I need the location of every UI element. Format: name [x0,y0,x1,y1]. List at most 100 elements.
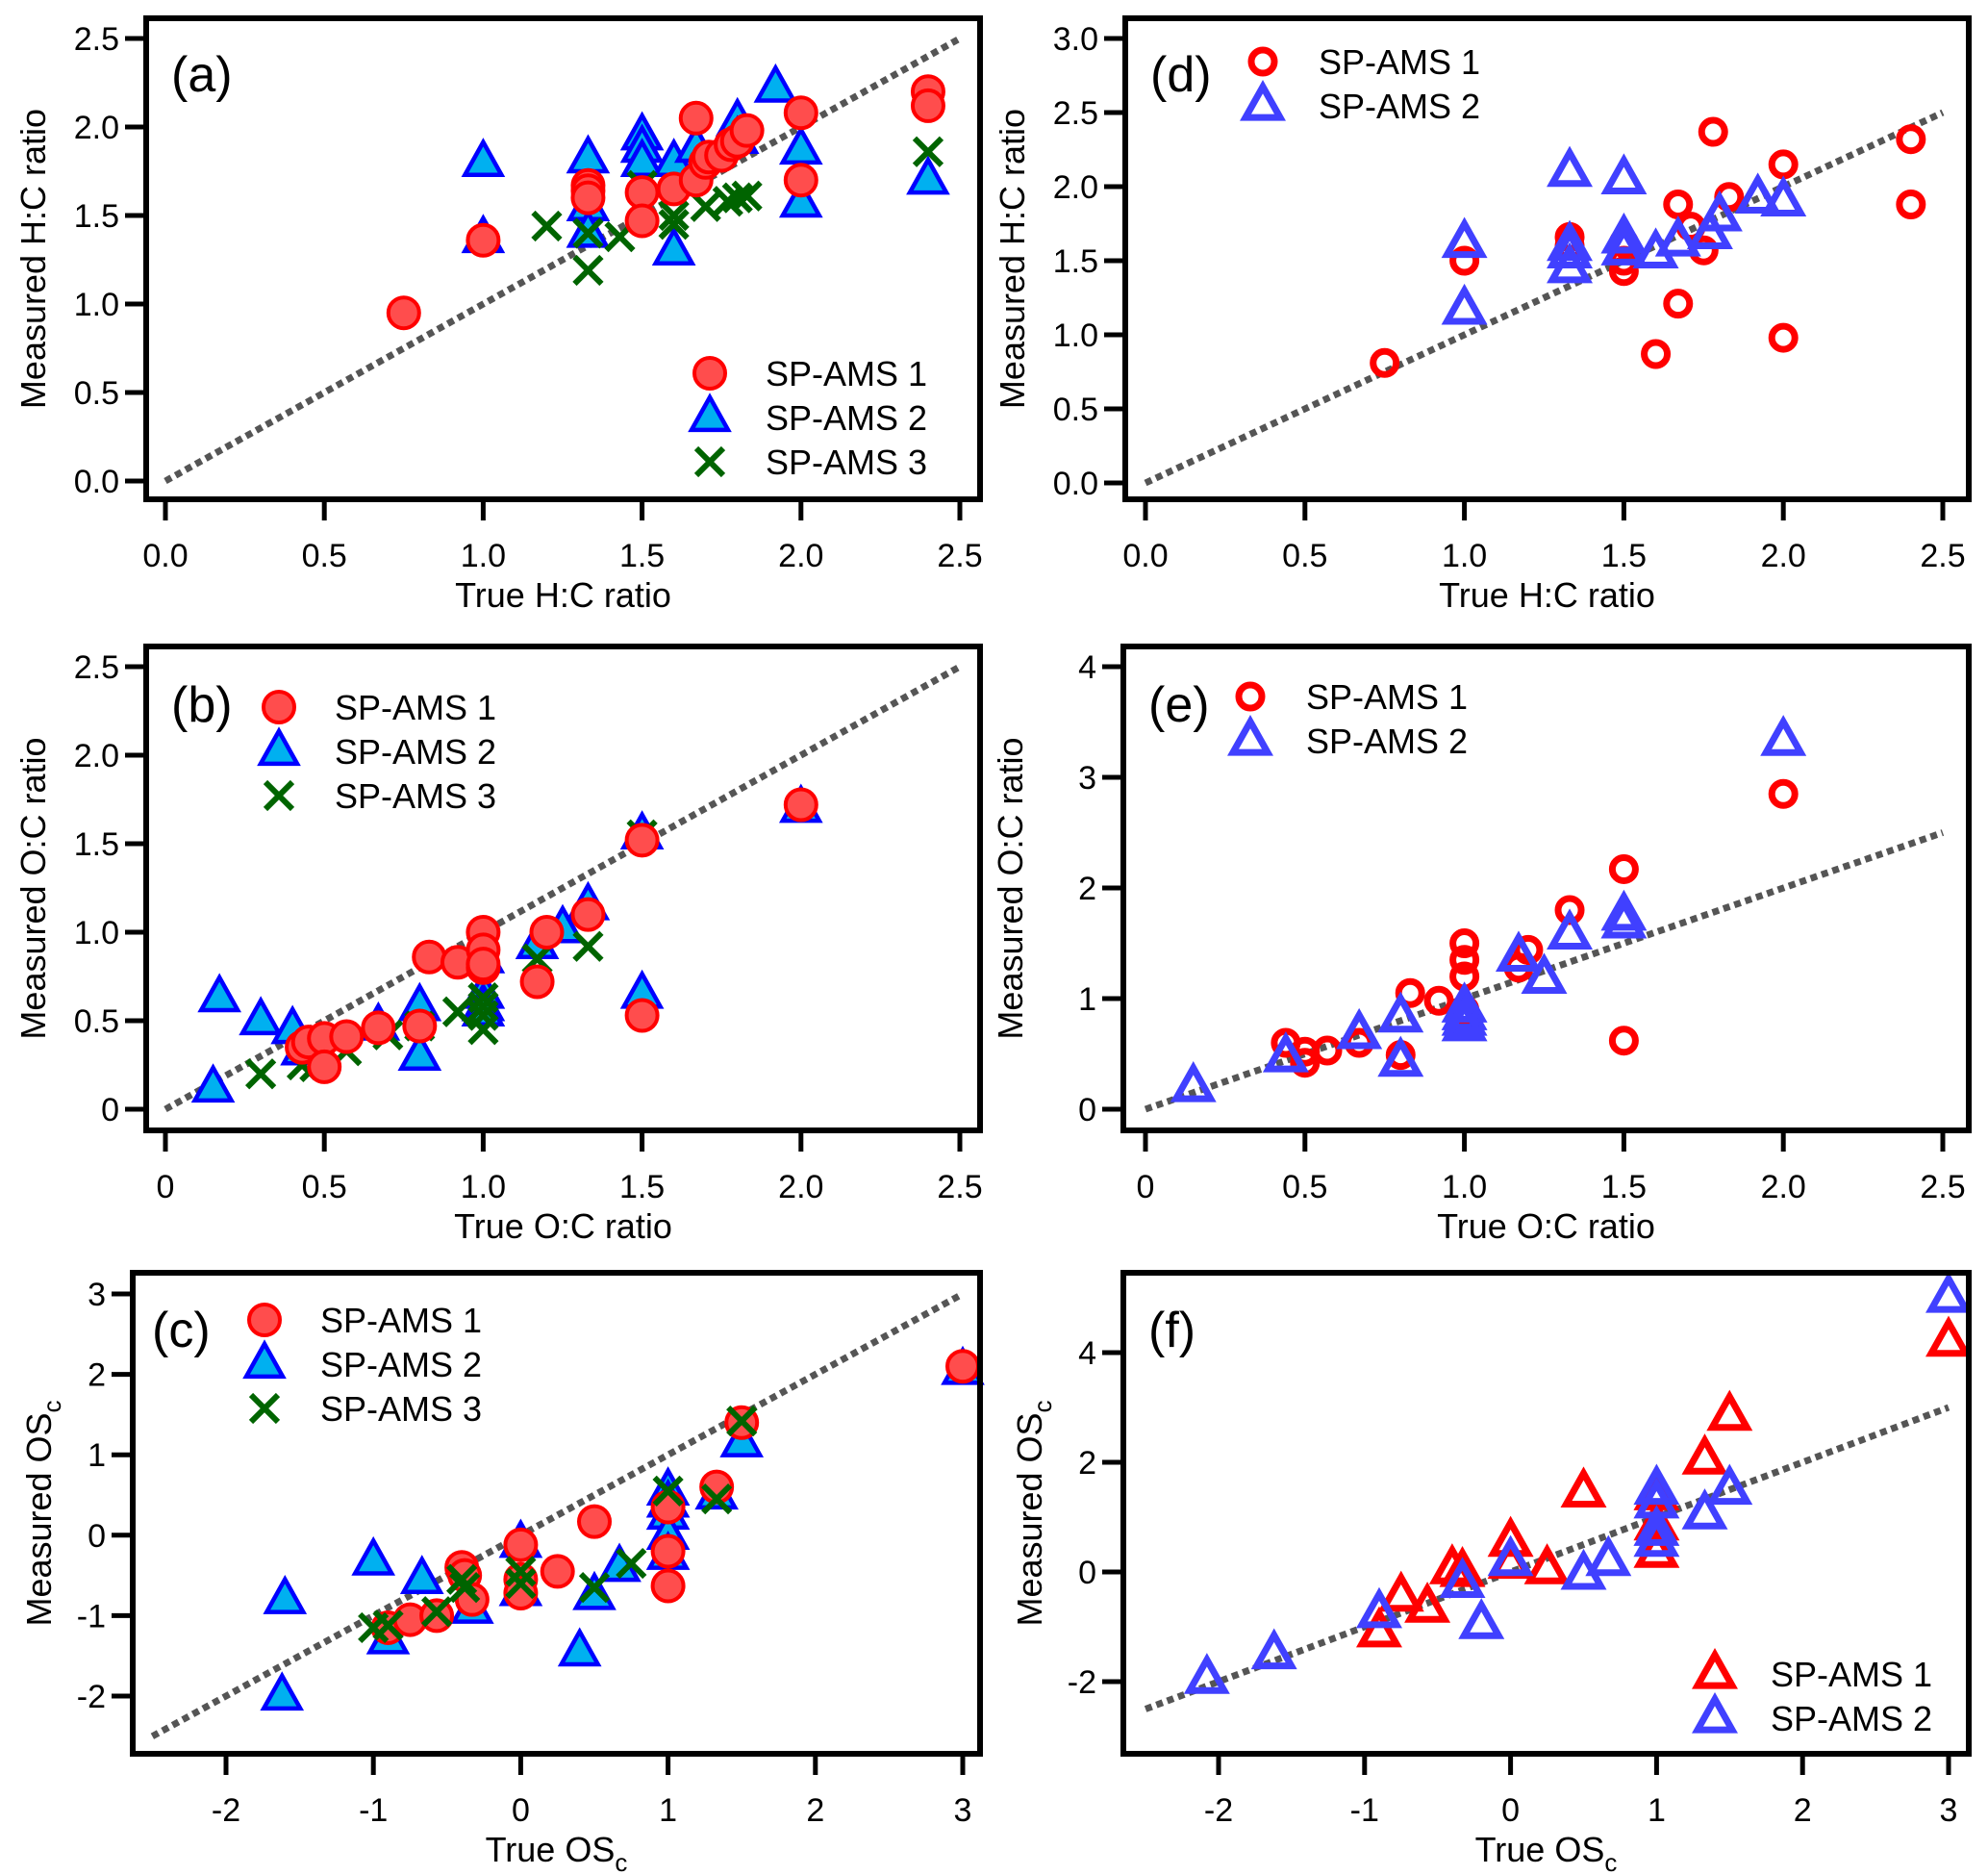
y-tick-label: 2 [88,1357,106,1394]
data-point [1377,991,1424,1033]
data-point [650,1568,686,1604]
data-point [1547,219,1594,262]
panel-label: (b) [171,677,233,733]
data-point [1925,1315,1972,1357]
data-point [503,1575,539,1610]
legend-marker [242,1339,287,1380]
data-point [906,155,950,195]
series-sp-ams-2 [1183,1272,1972,1694]
y-tick-label: -1 [77,1598,106,1634]
data-point [726,1405,758,1437]
data-point [578,1572,611,1604]
x-tick-label: 3 [1940,1792,1958,1829]
data-point [461,138,506,177]
x-axis-label: True H:C ratio [1439,575,1655,615]
y-tick-label: 3 [88,1277,106,1313]
data-points [190,783,823,1103]
legend-label: SP-AMS 1 [1306,677,1468,717]
data-point [1600,224,1648,266]
data-point [420,1596,453,1628]
data-point [1547,227,1594,268]
legend-marker [1692,1692,1738,1734]
legend-item: SP-AMS 1 [247,1301,482,1340]
data-point [572,254,604,287]
data-point [1600,153,1648,194]
data-point [1441,216,1488,259]
panel-b: 0 0.5 1.0 1.5 2.0 2.5 0 0.5 1.0 1.5 2.0 2.5 True O:C… [13,644,983,1246]
legend-marker [257,726,301,767]
data-point [1633,1515,1680,1558]
x-tick-label: 2 [1794,1792,1812,1829]
data-point [1768,149,1799,180]
data-point [1698,116,1728,147]
data-point [445,1563,478,1595]
plot-frame [143,15,983,502]
legend: SP-AMS 1 SP-AMS 2 [1240,42,1480,126]
y-tick-label: 1.0 [74,287,119,323]
data-point [1663,289,1694,319]
data-point [678,100,714,136]
data-point [1513,934,1544,965]
plot-frame [143,644,983,1133]
data-point [650,1489,686,1525]
data-point [778,178,823,218]
data-points [1170,715,1807,1102]
y-tick-label: 0 [88,1518,106,1555]
data-point [701,1483,733,1515]
legend-marker [1240,80,1286,121]
legend-item: SP-AMS 2 [242,1339,482,1384]
legend-marker [1247,46,1278,77]
y-tick-label: 0.5 [1053,392,1098,428]
x-axis-label: True OSc [1475,1830,1618,1875]
x-tick-label: 2.5 [1920,1169,1965,1205]
x-tick-label: 0.0 [142,538,188,574]
data-point [616,1547,647,1580]
y-tick-label: 0.5 [74,1003,119,1040]
data-point [1760,175,1807,217]
x-tick-label: 0 [512,1792,530,1829]
data-point [783,787,818,823]
legend-marker [688,393,732,433]
data-point [466,947,501,982]
legend-item: SP-AMS 3 [248,1389,482,1429]
y-tick-label: 4 [1078,649,1096,686]
panel-label: (f) [1148,1303,1195,1358]
data-point [449,1572,481,1604]
legend-marker [263,779,295,812]
data-point [1170,1061,1217,1102]
data-point [1458,1598,1505,1639]
data-point [1312,1035,1343,1066]
legend-marker [262,690,296,724]
y-tick-label: -2 [77,1679,106,1715]
data-point [1768,778,1799,809]
x-tick-label: 1.0 [461,1169,506,1205]
y-tick-label: 3 [1078,760,1096,797]
data-point [372,1609,404,1641]
data-point [1262,1030,1309,1073]
x-tick-label: 0.5 [1282,1169,1327,1205]
data-point [244,1058,277,1090]
y-axis-label: Measured OSc [19,1400,66,1626]
legend-item: SP-AMS 1 [1235,677,1468,717]
data-point [1523,1543,1571,1584]
data-point [783,95,818,131]
legend-label: SP-AMS 2 [1771,1699,1932,1738]
panel-c: -2 -1 0 1 2 3 -2 -1 0 1 2 3 True OSc Measured OSc (c) S… [19,1270,985,1875]
data-point [945,1349,980,1384]
data-point [1633,1505,1680,1546]
panel-label: (a) [171,47,233,103]
data-point [1449,945,1480,976]
y-axis-label: Measured O:C ratio [13,737,53,1039]
data-point [239,996,283,1036]
legend-label: SP-AMS 1 [320,1301,482,1340]
panel-e: 0 0.5 1.0 1.5 2.0 2.5 0 1 2 3 4 True O:C ratio Measu… [991,644,1972,1246]
data-point [1521,952,1568,994]
y-tick-label: 4 [1078,1335,1096,1372]
data-point [1439,1557,1486,1599]
data-point [260,1671,305,1711]
data-point [1547,241,1594,284]
series-sp-ams-1 [386,74,945,331]
data-point [624,823,660,858]
y-tick-label: 1.5 [1053,243,1098,280]
legend-item: SP-AMS 2 [1692,1692,1932,1738]
